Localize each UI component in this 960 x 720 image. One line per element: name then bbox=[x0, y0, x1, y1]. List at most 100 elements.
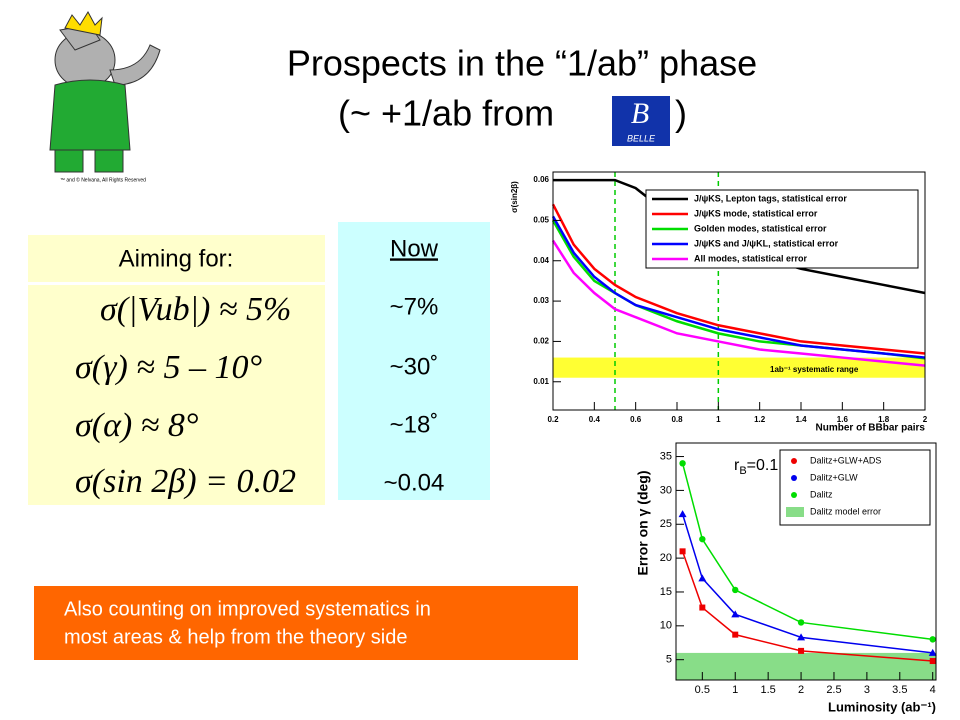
legend-label: Dalitz+GLW+ADS bbox=[810, 455, 881, 465]
x-tick-label: 4 bbox=[930, 684, 936, 696]
annotation-rest: =0.1 bbox=[747, 457, 779, 474]
formula: σ(|Vub|) ≈ 5% bbox=[100, 291, 291, 328]
title-line-2-end: ) bbox=[675, 93, 687, 134]
x-tick-label: 2 bbox=[798, 684, 804, 696]
y-axis-label: Error on γ (deg) bbox=[635, 470, 651, 575]
marker bbox=[679, 548, 686, 555]
now-value: ~7% bbox=[390, 293, 439, 320]
marker bbox=[797, 619, 805, 626]
aiming-formula-box bbox=[28, 285, 325, 505]
marker bbox=[797, 633, 806, 641]
title-line-2-start: (~ +1/ab from bbox=[338, 93, 554, 134]
x-tick-label: 1.6 bbox=[837, 415, 849, 424]
belle-logo: B BELLE bbox=[612, 96, 670, 146]
legend-box bbox=[645, 189, 919, 269]
formula: σ(γ) ≈ 5 – 10° bbox=[75, 349, 262, 386]
x-tick-label: 0.2 bbox=[547, 415, 559, 424]
y-tick-label: 30 bbox=[660, 484, 672, 496]
legend-label: Dalitz model error bbox=[810, 506, 881, 516]
now-box bbox=[338, 222, 490, 500]
legend-label: J/ψKS and J/ψKL, statistical error bbox=[694, 238, 839, 248]
annotation: rB=0.1 bbox=[734, 457, 778, 477]
x-tick-label: 0.4 bbox=[589, 415, 601, 424]
x-tick-label: 1 bbox=[732, 684, 738, 696]
legend-label: Dalitz+GLW bbox=[810, 472, 858, 482]
formula: σ(α) ≈ 8° bbox=[75, 407, 199, 444]
marker bbox=[699, 535, 706, 543]
y-tick-label: 0.04 bbox=[533, 256, 549, 265]
x-tick-label: 1 bbox=[716, 415, 721, 424]
x-axis-label: Number of BBbar pairs bbox=[816, 423, 926, 434]
x-tick-label: 1.4 bbox=[795, 415, 807, 424]
legend-label: J/ψKS, Lepton tags, statistical error bbox=[694, 193, 847, 203]
now-header: Now bbox=[390, 235, 439, 262]
now-value: ~0.04 bbox=[384, 469, 445, 496]
y-tick-label: 10 bbox=[660, 620, 672, 632]
series-line bbox=[551, 203, 926, 355]
x-tick-label: 3 bbox=[864, 684, 870, 696]
marker bbox=[929, 658, 936, 665]
marker bbox=[732, 631, 739, 638]
legend-label: Golden modes, statistical error bbox=[694, 223, 827, 233]
x-axis-label: Luminosity (ab⁻¹) bbox=[828, 699, 936, 714]
marker bbox=[798, 647, 805, 654]
legend-label: All modes, statistical error bbox=[694, 253, 808, 263]
annotation-base: r bbox=[734, 457, 740, 474]
y-tick-label: 25 bbox=[660, 518, 672, 530]
marker bbox=[732, 586, 739, 594]
model-error-band bbox=[676, 652, 936, 680]
belle-text: BELLE bbox=[627, 133, 656, 143]
axes bbox=[675, 442, 937, 681]
y-tick-label: 35 bbox=[660, 450, 672, 462]
legend-swatch bbox=[791, 475, 797, 481]
x-tick-label: 1.8 bbox=[878, 415, 890, 424]
aiming-header: Aiming for: bbox=[119, 245, 234, 272]
formula: σ(sin 2β) = 0.02 bbox=[75, 463, 296, 500]
x-tick-label: 1.5 bbox=[761, 684, 776, 696]
babar-logo: ™ and © Nelvana, All Rights Reserved bbox=[49, 10, 161, 183]
marker bbox=[698, 574, 707, 582]
marker bbox=[731, 610, 740, 618]
marker bbox=[679, 460, 686, 467]
series-line bbox=[551, 215, 926, 359]
legend-swatch bbox=[791, 492, 797, 498]
legend-label: J/ψKS mode, statistical error bbox=[694, 208, 818, 218]
belle-b: B bbox=[631, 97, 649, 130]
y-axis-label: σ(sin2β) bbox=[510, 181, 519, 213]
y-tick-label: 20 bbox=[660, 552, 672, 564]
legend-label: Dalitz bbox=[810, 489, 833, 499]
x-tick-label: 1.2 bbox=[754, 415, 766, 424]
aiming-header-box bbox=[28, 235, 325, 282]
x-tick-label: 0.8 bbox=[671, 415, 683, 424]
x-tick-label: 3.5 bbox=[892, 684, 907, 696]
x-tick-label: 0.5 bbox=[695, 684, 710, 696]
logo-caption: ™ and © Nelvana, All Rights Reserved bbox=[60, 176, 146, 183]
y-tick-label: 0.06 bbox=[533, 175, 549, 184]
note-line: Also counting on improved systematics in bbox=[64, 598, 431, 620]
y-tick-label: 15 bbox=[660, 586, 672, 598]
legend-swatch bbox=[791, 458, 797, 464]
title-line-1: Prospects in the “1/ab” phase bbox=[287, 43, 757, 84]
marker bbox=[928, 648, 937, 656]
y-tick-label: 0.01 bbox=[533, 377, 549, 386]
series-line bbox=[551, 239, 926, 367]
x-tick-label: 2 bbox=[923, 415, 928, 424]
marker bbox=[699, 604, 706, 611]
note-line: most areas & help from the theory side bbox=[64, 626, 408, 648]
y-tick-label: 0.05 bbox=[533, 216, 549, 225]
now-value: ~30˚ bbox=[390, 353, 439, 380]
now-value: ~18˚ bbox=[390, 411, 439, 438]
y-tick-label: 0.03 bbox=[533, 296, 549, 305]
x-tick-label: 0.6 bbox=[630, 415, 642, 424]
y-tick-label: 0.02 bbox=[533, 337, 549, 346]
band-label: 1ab⁻¹ systematic range bbox=[770, 365, 859, 374]
legend-swatch bbox=[786, 507, 804, 517]
y-tick-label: 5 bbox=[666, 654, 672, 666]
marker bbox=[929, 636, 936, 643]
x-tick-label: 2.5 bbox=[826, 684, 841, 696]
marker bbox=[678, 510, 687, 518]
systematic-band bbox=[553, 357, 925, 378]
legend-box bbox=[779, 449, 931, 526]
note-box bbox=[34, 586, 578, 660]
